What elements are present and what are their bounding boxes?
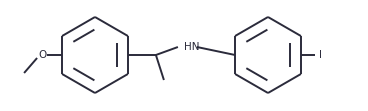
- Text: O: O: [38, 50, 46, 60]
- Text: I: I: [319, 50, 322, 60]
- Text: HN: HN: [184, 42, 199, 52]
